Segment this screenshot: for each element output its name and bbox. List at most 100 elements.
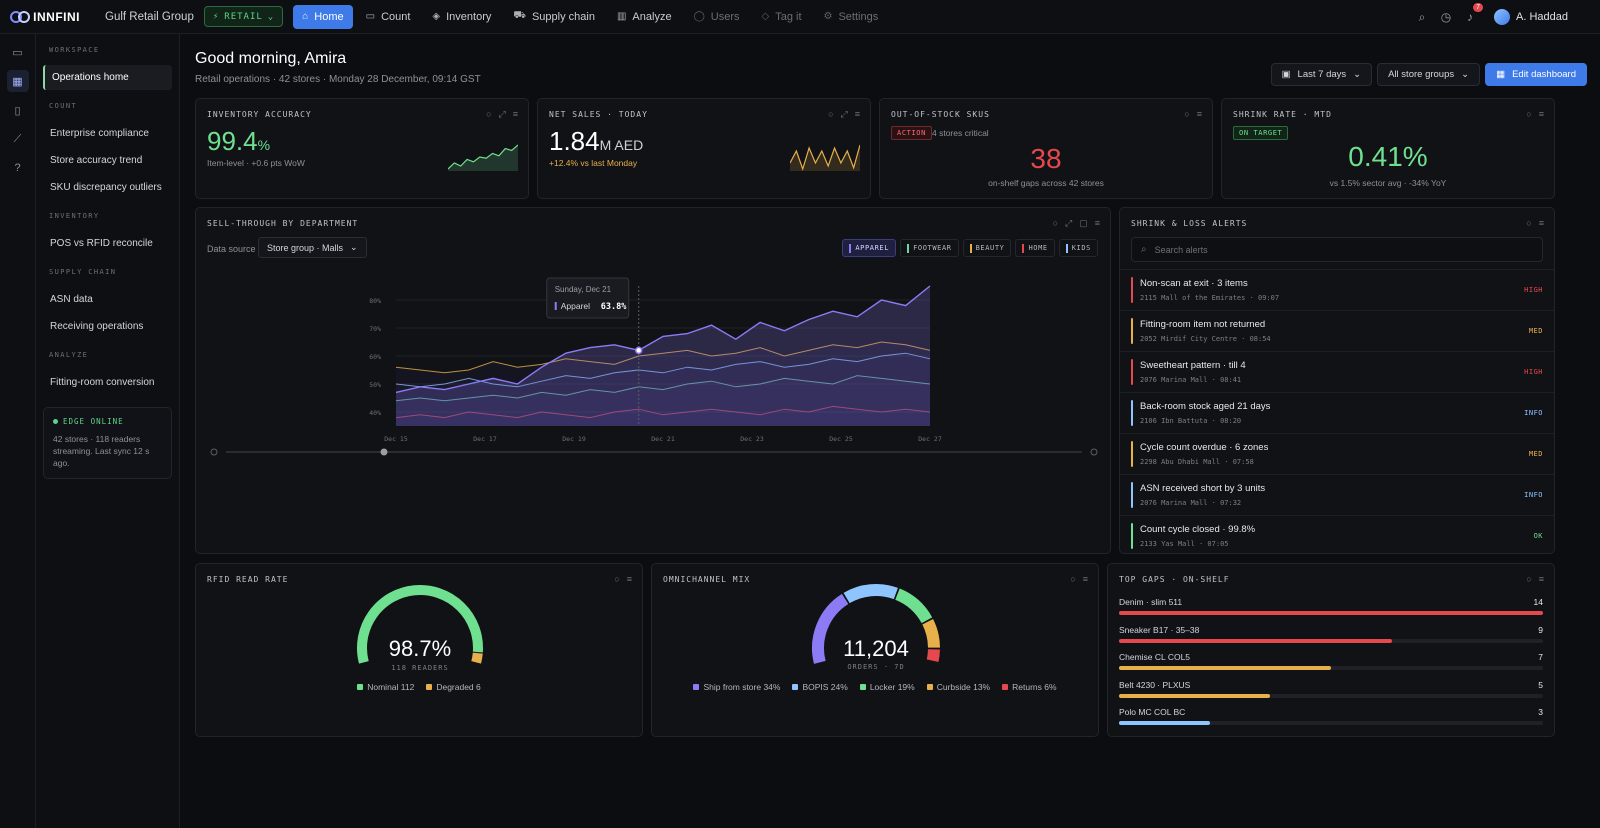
nav-supply-chain[interactable]: ⛟ Supply chain (504, 5, 604, 29)
sidebar-item-asn-data[interactable]: ASN data (50, 294, 93, 305)
legend-label: Nominal 112 (367, 682, 415, 692)
menu-icon[interactable]: ≡ (1094, 218, 1100, 228)
nav-home[interactable]: ⌂ Home (293, 4, 353, 29)
nav-analyze[interactable]: ▥ Analyze (608, 5, 681, 29)
menu-icon[interactable]: ≡ (1082, 574, 1088, 584)
clock-icon[interactable]: ◷ (1440, 10, 1452, 24)
card-title: TOP GAPS · ON-SHELF (1119, 575, 1230, 584)
legend-home[interactable]: HOME (1015, 239, 1055, 257)
x-tick-label: Dec 25 (829, 435, 853, 443)
refresh-icon[interactable]: ○ (1526, 109, 1532, 119)
refresh-icon[interactable]: ○ (1526, 218, 1532, 228)
menu-icon[interactable]: ≡ (1538, 574, 1544, 584)
kpi-inventory-accuracy: INVENTORY ACCURACY ○ ⤢ ≡ 99.4% Item-level … (195, 98, 529, 199)
alert-title: Sweetheart pattern · till 4 (1140, 360, 1246, 371)
card-title: INVENTORY ACCURACY (207, 110, 312, 119)
fullscreen-icon[interactable]: ▢ (1079, 218, 1088, 228)
search-icon[interactable]: ⌕ (1418, 9, 1426, 24)
kpi-unit: % (257, 137, 271, 153)
refresh-icon[interactable]: ○ (1184, 109, 1190, 119)
sidebar-item-fitting-room-conversion[interactable]: Fitting-room conversion (50, 377, 155, 388)
gap-row[interactable]: Chemise CL COL5 7 (1119, 652, 1543, 672)
refresh-icon[interactable]: ○ (486, 109, 492, 119)
refresh-icon[interactable]: ○ (1526, 574, 1532, 584)
gap-fill (1119, 611, 1543, 615)
gap-value: 9 (1538, 624, 1543, 635)
document-icon[interactable]: ▯ (14, 104, 21, 117)
brand-logo[interactable]: INNFINI (10, 10, 80, 24)
panel-toggle-icon[interactable]: ▭ (12, 46, 23, 59)
omni-segment (922, 619, 940, 648)
legend-swatch (426, 684, 433, 690)
bell-icon[interactable]: ♪ 7 (1464, 3, 1484, 24)
date-range-select[interactable]: ▣ Last 7 days ⌄ (1270, 63, 1373, 86)
refresh-icon[interactable]: ○ (1070, 574, 1076, 584)
range-start-icon[interactable] (210, 448, 218, 456)
range-slider-handle[interactable] (380, 448, 388, 456)
store-group-select[interactable]: All store groups ⌄ (1377, 63, 1481, 86)
user-menu[interactable]: A. Haddad (1494, 9, 1568, 25)
legend-beauty[interactable]: BEAUTY (962, 239, 1012, 257)
sidebar-item-receiving-operations[interactable]: Receiving operations (50, 321, 144, 332)
expand-icon[interactable]: ⤢ (498, 109, 506, 119)
legend-kids[interactable]: KIDS (1058, 239, 1098, 257)
menu-icon[interactable]: ≡ (512, 109, 518, 119)
data-source-select[interactable]: Store group · Malls ⌄ (258, 237, 367, 258)
refresh-icon[interactable]: ○ (614, 574, 620, 584)
range-end-icon[interactable] (1090, 448, 1098, 456)
tag-icon: ◇ (761, 11, 770, 22)
alert-row[interactable]: Count cycle closed · 99.8% 2133 Yas Mall … (1120, 515, 1554, 553)
sidebar-item-sku-discrepancy-outliers[interactable]: SKU discrepancy outliers (50, 182, 162, 193)
alert-meta: 2076 Marina Mall · 07:32 (1140, 499, 1242, 507)
legend-apparel[interactable]: APPAREL (842, 239, 897, 257)
nav-inventory[interactable]: ◈ Inventory (423, 5, 500, 29)
edit-dashboard-button[interactable]: ▦ Edit dashboard (1485, 63, 1587, 86)
alert-row[interactable]: Sweetheart pattern · till 4 2076 Marina M… (1120, 351, 1554, 392)
refresh-icon[interactable]: ○ (828, 109, 834, 119)
search-icon: ⌕ (1141, 244, 1147, 255)
alert-row[interactable]: Cycle count overdue · 6 zones 2298 Abu Dh… (1120, 433, 1554, 474)
search-input[interactable] (1154, 244, 1515, 255)
sidebar-item-operations-home[interactable]: Operations home (43, 65, 172, 90)
user-icon: ◯ (693, 11, 705, 22)
expand-icon[interactable]: ⤢ (840, 109, 848, 119)
nav-tag-it[interactable]: ◇ Tag it (753, 5, 811, 29)
menu-icon[interactable]: ≡ (1538, 109, 1544, 119)
mode-switch[interactable]: ⚡ RETAIL ⌄ (203, 6, 284, 27)
expand-icon[interactable]: ⤢ (1065, 218, 1073, 228)
trend-icon[interactable]: ⟋ (13, 132, 22, 145)
sell-through-chart[interactable]: 40% 50% 60% 70% 80% Dec 15 Dec 17 Dec 19 Dec 21 D… (196, 208, 1112, 555)
gear-icon: ⚙ (823, 11, 833, 22)
alert-row[interactable]: Back-room stock aged 21 days 2106 Ibn Bat… (1120, 392, 1554, 433)
tooltip-date: Sunday, Dec 21 (555, 285, 612, 294)
legend-footwear[interactable]: FOOTWEAR (900, 239, 959, 257)
sidebar-item-enterprise-compliance[interactable]: Enterprise compliance (50, 128, 149, 139)
help-icon[interactable]: ? (14, 162, 21, 174)
menu-icon[interactable]: ≡ (1538, 218, 1544, 228)
user-name: A. Haddad (1516, 11, 1568, 23)
alert-row[interactable]: Fitting-room item not returned 2052 Mirdi… (1120, 310, 1554, 351)
menu-icon[interactable]: ≡ (1196, 109, 1202, 119)
gap-fill (1119, 721, 1210, 725)
nav-settings[interactable]: ⚙ Settings (815, 5, 888, 29)
nav-users[interactable]: ◯ Users (685, 5, 749, 29)
sidebar-item-pos-vs-rfid-reconcile[interactable]: POS vs RFID reconcile (50, 238, 153, 249)
gap-row[interactable]: Polo MC COL BC 3 (1119, 707, 1543, 727)
date-range-label: Last 7 days (1297, 69, 1347, 80)
dashboard-grid-icon[interactable]: ▦ (6, 70, 29, 92)
alert-row[interactable]: ASN received short by 3 units 2076 Marina… (1120, 474, 1554, 515)
sidebar-item-store-accuracy-trend[interactable]: Store accuracy trend (50, 155, 143, 166)
page-title: Good morning, Amira (195, 50, 347, 67)
org-name[interactable]: Gulf Retail Group (105, 10, 194, 23)
menu-icon[interactable]: ≡ (854, 109, 860, 119)
gap-row[interactable]: Denim · slim 511 14 (1119, 597, 1543, 617)
refresh-icon[interactable]: ○ (1052, 218, 1059, 228)
gap-row[interactable]: Sneaker B17 · 35–38 9 (1119, 625, 1543, 645)
notification-count: 7 (1473, 3, 1484, 12)
gap-row[interactable]: Belt 4230 · PLXUS 5 (1119, 680, 1543, 700)
nav-count[interactable]: ▭ Count (357, 5, 420, 29)
inventory-icon: ◈ (432, 11, 441, 22)
tooltip-point[interactable] (634, 346, 643, 355)
menu-icon[interactable]: ≡ (626, 574, 632, 584)
alert-row[interactable]: Non-scan at exit · 3 items 2115 Mall of t… (1120, 269, 1554, 310)
